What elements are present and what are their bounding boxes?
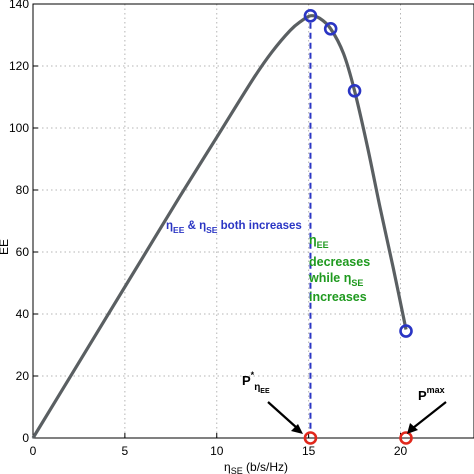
x-axis-label: ηSE (b/s/Hz) — [224, 460, 288, 474]
y-axis-label: EE — [0, 239, 11, 255]
red-marker — [399, 431, 413, 445]
x-tick-label: 10 — [210, 444, 224, 458]
y-tick-label: 80 — [16, 183, 30, 197]
annotation-ee-label: ηEE — [309, 233, 329, 250]
x-tick-label: 20 — [394, 444, 408, 458]
y-tick-label: 40 — [16, 307, 30, 321]
y-tick-label: 140 — [9, 0, 29, 11]
annotation-both-increase: ηEE & ηSE both increases — [166, 220, 302, 235]
grid-lines — [33, 3, 474, 438]
ee-se-curve — [31, 14, 408, 439]
y-tick-label: 0 — [22, 431, 29, 445]
blue-marker — [323, 21, 338, 36]
y-tick-label: 20 — [16, 369, 30, 383]
y-tick-label: 120 — [9, 59, 29, 73]
y-tick-label: 100 — [9, 121, 29, 135]
plot-frame — [32, 3, 474, 439]
pmax-arrow — [407, 401, 447, 434]
annotation-increases: increases — [309, 290, 367, 304]
axis-ticks: 0 5 10 15 20 0 20 40 60 80 100 120 140 — [9, 0, 408, 458]
x-tick-label: 15 — [302, 444, 316, 458]
red-marker — [303, 431, 318, 445]
blue-marker — [399, 324, 413, 338]
data-markers — [303, 8, 413, 445]
pstar-arrow — [267, 401, 303, 434]
x-tick-label: 0 — [30, 444, 37, 458]
label-p-max: Pmax — [418, 385, 445, 403]
annotation-while-se: while ηSE — [308, 271, 363, 288]
label-p-star: P*ηEE — [242, 370, 270, 395]
annotation-decreases: decreases — [309, 255, 370, 269]
blue-marker — [347, 84, 362, 98]
y-tick-label: 60 — [16, 245, 30, 259]
blue-marker — [303, 8, 318, 23]
x-tick-label: 5 — [122, 444, 129, 458]
